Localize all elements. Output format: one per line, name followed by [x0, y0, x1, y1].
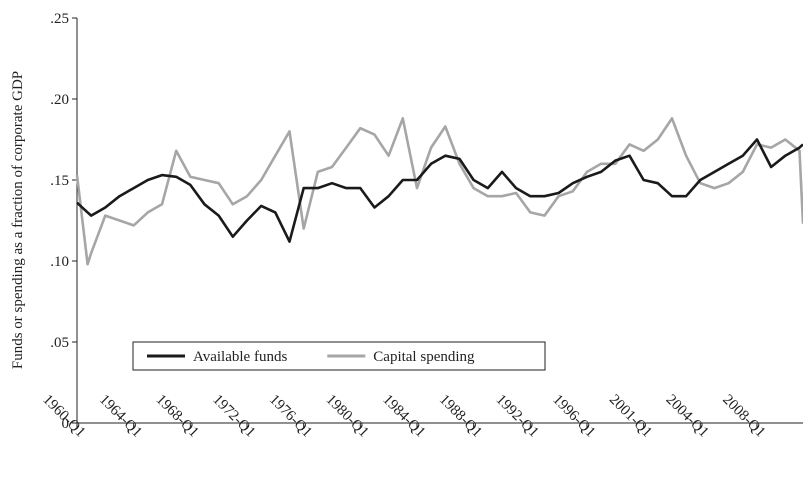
x-tick-label: 2008-Q1 — [719, 392, 768, 441]
y-tick-label: 0 — [62, 416, 70, 432]
x-tick-label: 1968-Q1 — [153, 392, 202, 441]
x-tick-label: 1960-Q1 — [39, 392, 88, 441]
x-tick-label: 2001-Q1 — [606, 392, 655, 441]
x-tick-label: 1976-Q1 — [266, 392, 315, 441]
x-tick-label: 1972-Q1 — [209, 392, 258, 441]
x-tick-label: 1964-Q1 — [96, 392, 145, 441]
x-tick-label: 2004-Q1 — [663, 392, 712, 441]
x-tick-label: 1984-Q1 — [379, 392, 428, 441]
legend-label: Available funds — [193, 349, 287, 365]
x-tick-label: 1980-Q1 — [323, 392, 372, 441]
series-line — [76, 138, 803, 243]
y-tick-label: .10 — [50, 254, 69, 270]
x-tick-label: 1996-Q1 — [549, 392, 598, 441]
series-line — [75, 117, 803, 266]
y-tick-label: .05 — [50, 335, 69, 351]
y-axis-label: Funds or spending as a fraction of corpo… — [10, 71, 26, 369]
x-tick-label: 1992-Q1 — [493, 392, 542, 441]
y-tick-label: .25 — [50, 11, 69, 27]
y-tick-label: .20 — [50, 92, 69, 108]
y-tick-label: .15 — [50, 173, 69, 189]
legend-label: Capital spending — [373, 349, 475, 365]
x-tick-label: 1988-Q1 — [436, 392, 485, 441]
